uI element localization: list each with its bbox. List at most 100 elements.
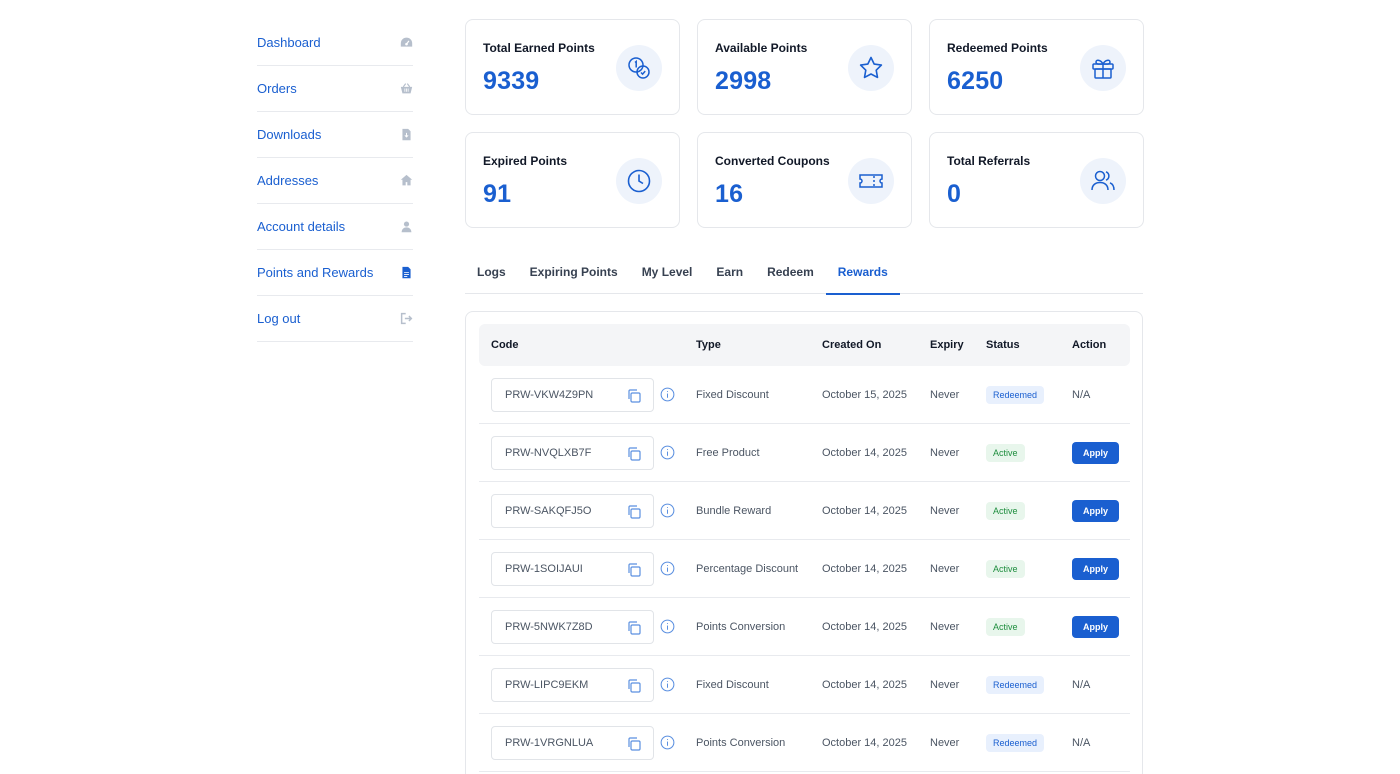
- sidebar-item-label: Account details: [257, 219, 346, 234]
- star-icon: [848, 45, 894, 91]
- tab-redeem[interactable]: Redeem: [767, 265, 814, 279]
- rewards-tabs: Logs Expiring Points My Level Earn Redee…: [465, 255, 1143, 295]
- reward-code-field[interactable]: PRW-SAKQFJ5O: [491, 494, 654, 528]
- sidebar-item-orders[interactable]: Orders: [257, 66, 413, 112]
- apply-button[interactable]: Apply: [1072, 558, 1119, 580]
- tab-earn[interactable]: Earn: [716, 265, 744, 279]
- reward-expiry: Never: [930, 505, 960, 517]
- stat-card-title: Available Points: [715, 41, 808, 55]
- reward-expiry: Never: [930, 679, 960, 691]
- gift-icon: [1080, 45, 1126, 91]
- info-icon[interactable]: [660, 387, 675, 402]
- reward-expiry: Never: [930, 621, 960, 633]
- apply-button[interactable]: Apply: [1072, 500, 1119, 522]
- reward-type: Fixed Discount: [696, 389, 769, 401]
- reward-created-on: October 14, 2025: [822, 563, 908, 575]
- stat-card-title: Total Earned Points: [483, 41, 595, 55]
- info-icon[interactable]: [660, 445, 675, 460]
- info-icon[interactable]: [660, 677, 675, 692]
- tab-rewards[interactable]: Rewards: [825, 255, 900, 295]
- apply-button[interactable]: Apply: [1072, 442, 1119, 464]
- column-header-type: Type: [696, 339, 721, 351]
- copy-icon[interactable]: [626, 388, 642, 404]
- table-row: PRW-1SOIJAUI Percentage Discount October…: [479, 540, 1130, 598]
- document-icon: [399, 266, 413, 280]
- reward-type: Fixed Discount: [696, 679, 769, 691]
- sidebar-item-label: Log out: [257, 311, 301, 326]
- stat-card-title: Converted Coupons: [715, 154, 830, 168]
- coins-icon: [616, 45, 662, 91]
- reward-code: PRW-SAKQFJ5O: [505, 505, 592, 517]
- reward-code-field[interactable]: PRW-VKW4Z9PN: [491, 378, 654, 412]
- reward-code: PRW-1VRGNLUA: [505, 737, 594, 749]
- points-summary-cards: Total Earned Points 9339 Available Point…: [465, 19, 1144, 228]
- sidebar-item-downloads[interactable]: Downloads: [257, 112, 413, 158]
- copy-icon[interactable]: [626, 562, 642, 578]
- copy-icon[interactable]: [626, 678, 642, 694]
- column-header-status: Status: [986, 339, 1020, 351]
- account-sidebar: Dashboard Orders Downloads Addresses Acc…: [257, 20, 413, 342]
- reward-created-on: October 14, 2025: [822, 737, 908, 749]
- reward-expiry: Never: [930, 447, 960, 459]
- reward-created-on: October 14, 2025: [822, 621, 908, 633]
- stat-card-total-earned: Total Earned Points 9339: [465, 19, 680, 115]
- table-row: PRW-5NWK7Z8D Points Conversion October 1…: [479, 598, 1130, 656]
- reward-code-field[interactable]: PRW-LIPC9EKM: [491, 668, 654, 702]
- reward-code-field[interactable]: PRW-1VRGNLUA: [491, 726, 654, 760]
- status-badge: Active: [986, 560, 1025, 578]
- stat-card-redeemed: Redeemed Points 6250: [929, 19, 1144, 115]
- copy-icon[interactable]: [626, 620, 642, 636]
- stat-card-title: Redeemed Points: [947, 41, 1048, 55]
- apply-button[interactable]: Apply: [1072, 616, 1119, 638]
- reward-code-field[interactable]: PRW-1SOIJAUI: [491, 552, 654, 586]
- info-icon[interactable]: [660, 735, 675, 750]
- reward-type: Bundle Reward: [696, 505, 772, 517]
- action-na: N/A: [1072, 737, 1091, 749]
- sidebar-item-label: Addresses: [257, 173, 319, 188]
- table-header: Code Type Created On Expiry Status Actio…: [479, 324, 1130, 366]
- reward-code-field[interactable]: PRW-5NWK7Z8D: [491, 610, 654, 644]
- users-icon: [1080, 158, 1126, 204]
- reward-type: Points Conversion: [696, 621, 786, 633]
- copy-icon[interactable]: [626, 736, 642, 752]
- sidebar-item-points-and-rewards[interactable]: Points and Rewards: [257, 250, 413, 296]
- table-row: PRW-LIPC9EKM Fixed Discount October 14, …: [479, 656, 1130, 714]
- sidebar-item-logout[interactable]: Log out: [257, 296, 413, 342]
- stat-card-converted-coupons: Converted Coupons 16: [697, 132, 912, 228]
- tab-expiring-points[interactable]: Expiring Points: [529, 265, 618, 279]
- copy-icon[interactable]: [626, 504, 642, 520]
- reward-code: PRW-VKW4Z9PN: [505, 389, 594, 401]
- sidebar-item-account-details[interactable]: Account details: [257, 204, 413, 250]
- info-icon[interactable]: [660, 619, 675, 634]
- reward-type: Free Product: [696, 447, 760, 459]
- tab-my-level[interactable]: My Level: [641, 265, 693, 279]
- table-row: PRW-VKW4Z9PN Fixed Discount October 15, …: [479, 366, 1130, 424]
- status-badge: Redeemed: [986, 386, 1045, 404]
- table-row: PRW-NVQLXB7F Free Product October 14, 20…: [479, 424, 1130, 482]
- sidebar-item-dashboard[interactable]: Dashboard: [257, 20, 413, 66]
- reward-expiry: Never: [930, 737, 960, 749]
- copy-icon[interactable]: [626, 446, 642, 462]
- status-badge: Active: [986, 618, 1025, 636]
- stat-card-title: Expired Points: [483, 154, 568, 168]
- sidebar-item-addresses[interactable]: Addresses: [257, 158, 413, 204]
- info-icon[interactable]: [660, 561, 675, 576]
- reward-code-field[interactable]: PRW-NVQLXB7F: [491, 436, 654, 470]
- reward-created-on: October 14, 2025: [822, 505, 908, 517]
- status-badge: Active: [986, 502, 1025, 520]
- home-icon: [399, 174, 413, 188]
- sidebar-item-label: Points and Rewards: [257, 265, 374, 280]
- sidebar-item-label: Orders: [257, 81, 297, 96]
- info-icon[interactable]: [660, 503, 675, 518]
- basket-icon: [399, 82, 413, 96]
- status-badge: Redeemed: [986, 734, 1045, 752]
- reward-code: PRW-5NWK7Z8D: [505, 621, 593, 633]
- column-header-action: Action: [1072, 339, 1107, 351]
- reward-expiry: Never: [930, 389, 960, 401]
- gauge-icon: [399, 36, 413, 50]
- tab-logs[interactable]: Logs: [477, 265, 506, 279]
- stat-card-value: 6250: [947, 67, 1004, 95]
- action-na: N/A: [1072, 679, 1091, 691]
- table-row: PRW-1VRGNLUA Points Conversion October 1…: [479, 714, 1130, 772]
- reward-code: PRW-LIPC9EKM: [505, 679, 589, 691]
